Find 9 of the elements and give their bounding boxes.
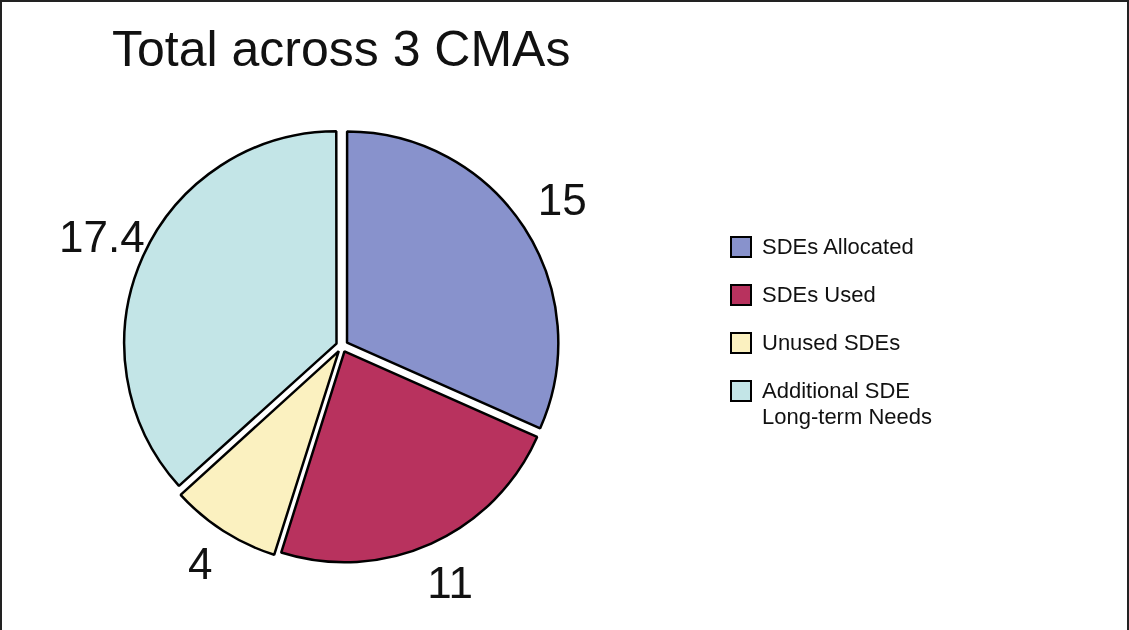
chart-title: Total across 3 CMAs: [112, 20, 571, 77]
data-label: 15: [537, 174, 587, 224]
data-label: 11: [427, 557, 473, 607]
data-label: 17.4: [59, 211, 145, 261]
legend-label: Additional SDE Long-term Needs: [762, 378, 933, 430]
legend-label: Unused SDEs: [762, 330, 901, 356]
legend-label: SDEs Used: [762, 282, 876, 308]
data-label: 4: [187, 539, 213, 589]
legend-label: SDEs Allocated: [762, 234, 914, 260]
